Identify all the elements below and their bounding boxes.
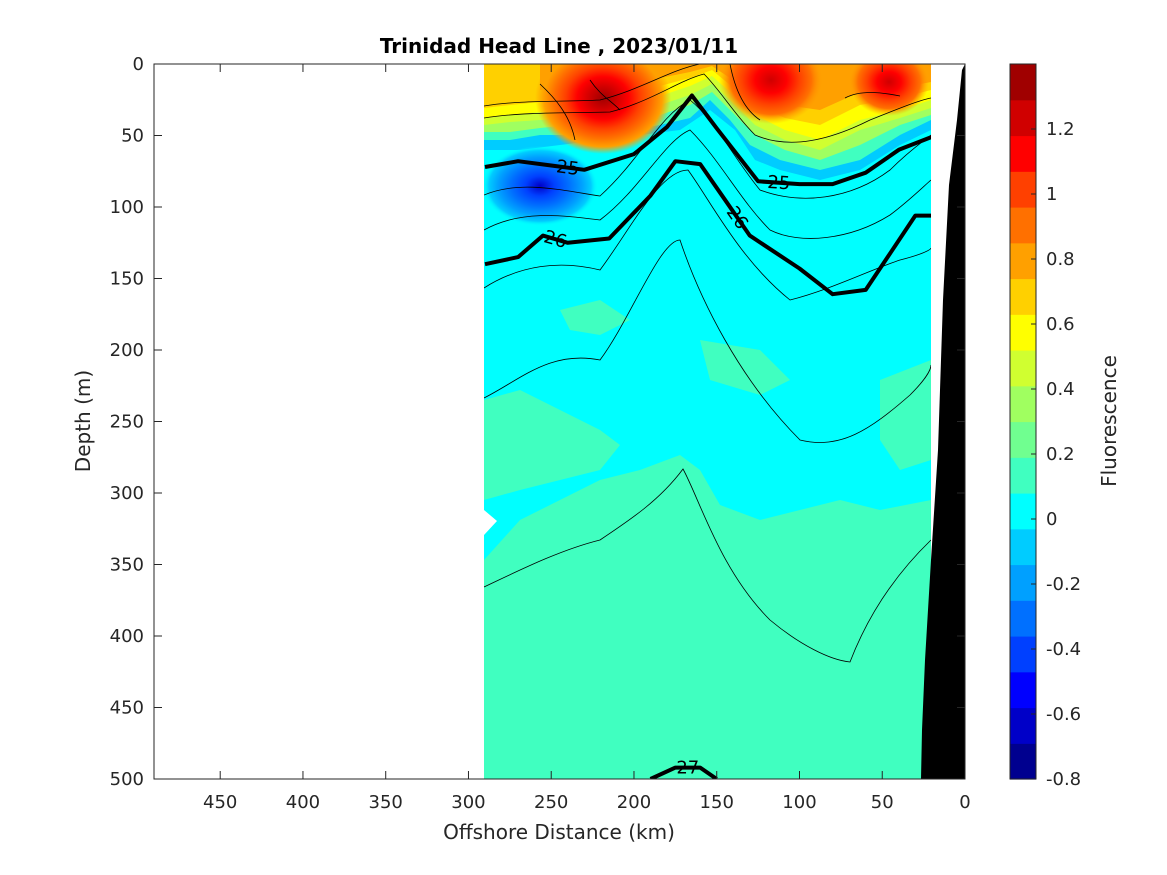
- x-axis-label: Offshore Distance (km): [443, 820, 675, 844]
- colorbar-tick-label: 1: [1046, 184, 1057, 205]
- patch-4: [700, 340, 790, 395]
- y-tick-label: 50: [121, 126, 144, 147]
- colorbar-tick-label: 0: [1046, 509, 1057, 530]
- x-tick-label: 400: [286, 792, 320, 813]
- chart-title: Trinidad Head Line , 2023/01/11: [380, 34, 738, 58]
- contour-label: 27: [676, 758, 699, 779]
- x-tick-label: 150: [700, 792, 734, 813]
- colorbar-swatch: [1010, 135, 1036, 172]
- deep-field: [484, 455, 931, 779]
- colorbar-tick-label: 0.6: [1046, 314, 1075, 335]
- colorbar-tick-label: 0.8: [1046, 249, 1075, 270]
- x-tick-label: 100: [782, 792, 816, 813]
- axes: 450 400 350 300 250 200 150 100 50 00501001502002…: [110, 54, 971, 813]
- x-tick-label: 450: [203, 792, 237, 813]
- contour-label: 25: [555, 156, 580, 180]
- y-tick-label: 500: [110, 769, 144, 790]
- y-tick-label: 250: [110, 412, 144, 433]
- y-tick-label: 400: [110, 626, 144, 647]
- y-tick-label: 100: [110, 197, 144, 218]
- y-tick-label: 0: [133, 54, 144, 75]
- x-tick-label: 250: [534, 792, 568, 813]
- colorbar-swatch: [1010, 671, 1036, 709]
- upper-left-patch: [484, 64, 540, 92]
- colorbar-swatch: [1010, 171, 1036, 208]
- isopycnal-contours: [484, 64, 931, 663]
- y-tick-label: 150: [110, 269, 144, 290]
- colorbar-swatch: [1010, 493, 1036, 530]
- colorbar-label: Fluorescence: [1097, 355, 1121, 487]
- y-tick-label: 350: [110, 555, 144, 576]
- high-fluorescence-core-3: [849, 64, 929, 116]
- low-fluorescence-core: [484, 146, 598, 226]
- colorbar-swatch: [1010, 528, 1036, 566]
- colorbar-swatch: [1010, 207, 1036, 244]
- high-fluorescence-core-2: [719, 64, 823, 124]
- colorbar-tick-label: 0.2: [1046, 444, 1075, 465]
- contour-label-group: 25: [767, 172, 791, 195]
- density-contour-25: [484, 93, 933, 187]
- colorbar-swatch: [1010, 242, 1036, 280]
- colorbar-frame: [1009, 63, 1037, 780]
- colorbar-tick-label: -0.8: [1046, 769, 1081, 790]
- colorbar-tick-label: -0.6: [1046, 704, 1081, 725]
- thin-contour-2: [484, 73, 931, 143]
- colorbar-tick-label: 0.4: [1046, 379, 1075, 400]
- colorbar-swatch: [1010, 99, 1036, 137]
- y-tick-label: 300: [110, 483, 144, 504]
- thin-contour-8: [539, 79, 621, 141]
- x-tick-label: 300: [451, 792, 485, 813]
- density-contour-26: [484, 159, 932, 297]
- x-tick-label: 50: [871, 792, 894, 813]
- colorbar-tick-label: -0.4: [1046, 639, 1081, 660]
- y-tick-label: 450: [110, 698, 144, 719]
- colorbar-swatch: [1010, 743, 1036, 780]
- colorbar: 1.2 1 0.8 0.6 0.4 0.2 0 -0.2 -0.4 -0.6 -0.8: [1009, 63, 1081, 790]
- colorbar-tick-label: -0.2: [1046, 574, 1081, 595]
- colorbar-swatch: [1010, 64, 1036, 101]
- mid-field-patch-2: [880, 360, 931, 470]
- fluorescence-field: [484, 64, 931, 779]
- data-gap-notch: [484, 510, 497, 535]
- patch-3: [560, 300, 630, 335]
- colorbar-tick-label: 1.2: [1046, 119, 1075, 140]
- high-fluorescence-core-1: [535, 64, 671, 154]
- colorbar-swatch: [1010, 600, 1036, 637]
- colorbar-swatch: [1010, 421, 1036, 458]
- colorbar-swatch: [1010, 350, 1036, 387]
- x-tick-label: 0: [959, 792, 970, 813]
- density-contour-27: [649, 765, 718, 779]
- colorbar-swatch: [1010, 457, 1036, 494]
- colorbar-swatch: [1010, 314, 1036, 351]
- colorbar-swatch: [1010, 564, 1036, 601]
- colorbar-swatch: [1010, 707, 1036, 744]
- thin-contour-5: [484, 169, 931, 301]
- bathymetry-shelf: [921, 64, 965, 779]
- colorbar-swatch: [1010, 278, 1036, 315]
- colorbar-swatch: [1010, 636, 1036, 673]
- contour-label-group: 27: [676, 758, 699, 779]
- thin-contour-7: [484, 468, 931, 663]
- thin-contour-1: [484, 64, 701, 107]
- y-tick-label: 200: [110, 340, 144, 361]
- contour-label-group: 25: [555, 156, 580, 180]
- colorbar-swatch: [1010, 385, 1036, 423]
- x-tick-label: 200: [617, 792, 651, 813]
- thin-contour-9: [729, 64, 901, 121]
- contour-label: 25: [767, 172, 791, 195]
- mid-field-patch-1: [484, 390, 620, 500]
- thin-contour-6: [484, 239, 931, 443]
- x-tick-label: 350: [369, 792, 403, 813]
- thin-contour-4: [484, 129, 931, 239]
- y-axis-label: Depth (m): [71, 370, 95, 472]
